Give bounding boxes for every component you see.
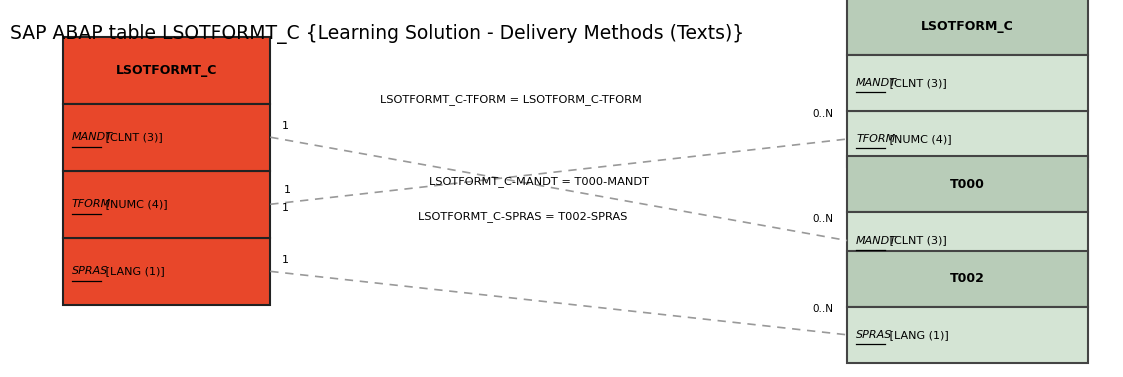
Text: [LANG (1)]: [LANG (1)] [886,330,949,340]
FancyBboxPatch shape [63,37,271,104]
Text: TFORM: TFORM [856,134,895,144]
FancyBboxPatch shape [847,250,1088,307]
Text: MANDT: MANDT [856,78,897,88]
Text: LSOTFORMT_C-SPRAS = T002-SPRAS: LSOTFORMT_C-SPRAS = T002-SPRAS [418,211,627,222]
Text: TFORM: TFORM [72,199,111,209]
Text: T002: T002 [950,272,985,285]
Text: SAP ABAP table LSOTFORMT_C {Learning Solution - Delivery Methods (Texts)}: SAP ABAP table LSOTFORMT_C {Learning Sol… [10,24,745,44]
FancyBboxPatch shape [847,55,1088,111]
FancyBboxPatch shape [63,171,271,238]
Text: LSOTFORMT_C-TFORM = LSOTFORM_C-TFORM: LSOTFORMT_C-TFORM = LSOTFORM_C-TFORM [381,95,642,106]
Text: [CLNT (3)]: [CLNT (3)] [886,236,947,245]
FancyBboxPatch shape [847,111,1088,167]
Text: MANDT: MANDT [856,236,897,245]
Text: 0..N: 0..N [813,109,833,119]
Text: [NUMC (4)]: [NUMC (4)] [102,199,167,209]
Text: LSOTFORMT_C: LSOTFORMT_C [116,64,218,77]
Text: SPRAS: SPRAS [72,267,108,276]
Text: MANDT: MANDT [72,132,113,142]
Text: T000: T000 [950,178,985,191]
Text: 1: 1 [284,185,291,195]
Text: 0..N: 0..N [813,305,833,314]
Text: [CLNT (3)]: [CLNT (3)] [886,78,947,88]
Text: 0..N: 0..N [813,214,833,224]
Text: SPRAS: SPRAS [856,330,893,340]
Text: [LANG (1)]: [LANG (1)] [102,267,164,276]
Text: 1: 1 [282,203,289,213]
Text: 1: 1 [282,256,289,265]
Text: LSOTFORM_C: LSOTFORM_C [921,20,1014,33]
FancyBboxPatch shape [847,307,1088,363]
FancyBboxPatch shape [847,156,1088,212]
Text: LSOTFORMT_C-MANDT = T000-MANDT: LSOTFORMT_C-MANDT = T000-MANDT [429,176,649,187]
FancyBboxPatch shape [847,0,1088,55]
FancyBboxPatch shape [63,238,271,305]
FancyBboxPatch shape [847,212,1088,269]
Text: [CLNT (3)]: [CLNT (3)] [102,132,163,142]
Text: 1: 1 [282,121,289,131]
Text: [NUMC (4)]: [NUMC (4)] [886,134,951,144]
FancyBboxPatch shape [63,104,271,171]
